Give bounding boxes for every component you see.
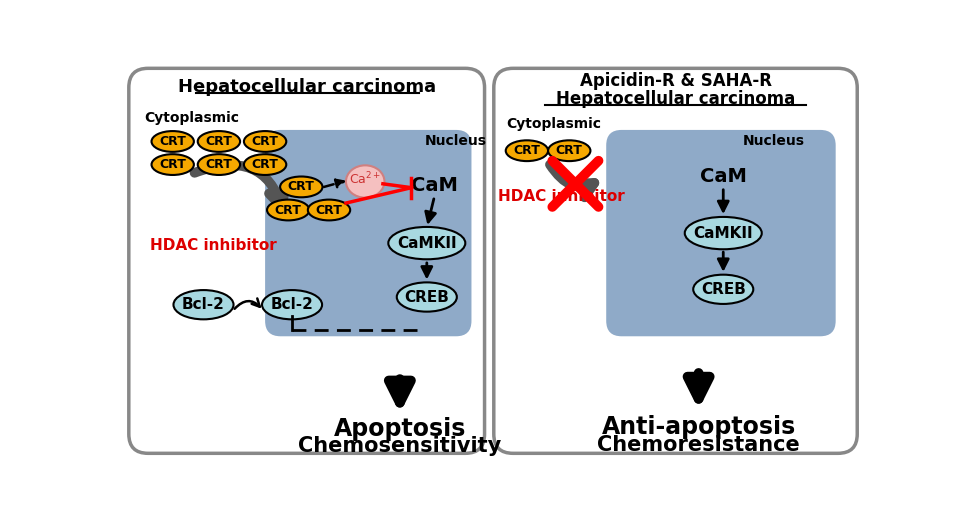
- Text: Cytoplasmic: Cytoplasmic: [505, 117, 601, 131]
- Ellipse shape: [308, 199, 350, 220]
- Text: CRT: CRT: [315, 204, 342, 217]
- Text: CRT: CRT: [252, 158, 279, 171]
- Text: CREB: CREB: [404, 290, 449, 305]
- Text: Hepatocellular carcinoma: Hepatocellular carcinoma: [555, 90, 795, 108]
- Text: CRT: CRT: [287, 180, 314, 193]
- Text: Apicidin-R & SAHA-R: Apicidin-R & SAHA-R: [579, 73, 771, 91]
- Ellipse shape: [198, 154, 240, 175]
- Text: Hepatocellular carcinoma: Hepatocellular carcinoma: [178, 78, 436, 96]
- Text: CRT: CRT: [160, 135, 185, 148]
- Text: CRT: CRT: [252, 135, 279, 148]
- Text: Nucleus: Nucleus: [742, 134, 803, 148]
- Text: CRT: CRT: [513, 144, 540, 157]
- Text: Chemoresistance: Chemoresistance: [597, 435, 800, 455]
- Ellipse shape: [152, 131, 194, 152]
- Text: HDAC inhibitor: HDAC inhibitor: [498, 190, 625, 205]
- Ellipse shape: [198, 131, 240, 152]
- FancyBboxPatch shape: [605, 130, 835, 336]
- Text: CRT: CRT: [160, 158, 185, 171]
- Text: HDAC inhibitor: HDAC inhibitor: [150, 238, 277, 253]
- Text: Bcl-2: Bcl-2: [182, 297, 225, 312]
- FancyBboxPatch shape: [493, 68, 856, 453]
- Ellipse shape: [261, 290, 322, 319]
- Text: CaMKII: CaMKII: [397, 236, 456, 251]
- Ellipse shape: [280, 177, 322, 197]
- Ellipse shape: [173, 290, 234, 319]
- Ellipse shape: [396, 282, 456, 312]
- Text: Chemosensitivity: Chemosensitivity: [298, 436, 501, 456]
- Text: Bcl-2: Bcl-2: [270, 297, 313, 312]
- Ellipse shape: [548, 140, 590, 161]
- Text: CRT: CRT: [206, 158, 233, 171]
- Ellipse shape: [388, 227, 465, 260]
- Ellipse shape: [684, 217, 761, 249]
- Ellipse shape: [244, 131, 286, 152]
- Text: CRT: CRT: [555, 144, 582, 157]
- Ellipse shape: [152, 154, 194, 175]
- Ellipse shape: [244, 154, 286, 175]
- Text: CRT: CRT: [206, 135, 233, 148]
- FancyBboxPatch shape: [265, 130, 471, 336]
- Ellipse shape: [505, 140, 548, 161]
- Text: Ca$^{2+}$: Ca$^{2+}$: [349, 171, 381, 188]
- Text: Cytoplasmic: Cytoplasmic: [144, 111, 239, 125]
- Text: CaMKII: CaMKII: [693, 226, 752, 240]
- Text: CREB: CREB: [701, 282, 745, 297]
- FancyBboxPatch shape: [129, 68, 484, 453]
- Ellipse shape: [267, 199, 309, 220]
- Text: CaM: CaM: [699, 167, 746, 185]
- Text: CRT: CRT: [275, 204, 302, 217]
- Text: Apoptosis: Apoptosis: [333, 418, 465, 441]
- Ellipse shape: [693, 275, 752, 304]
- Text: Nucleus: Nucleus: [424, 134, 486, 148]
- Text: CaM: CaM: [410, 176, 457, 195]
- Text: Anti-apoptosis: Anti-apoptosis: [601, 415, 795, 439]
- Ellipse shape: [346, 165, 384, 198]
